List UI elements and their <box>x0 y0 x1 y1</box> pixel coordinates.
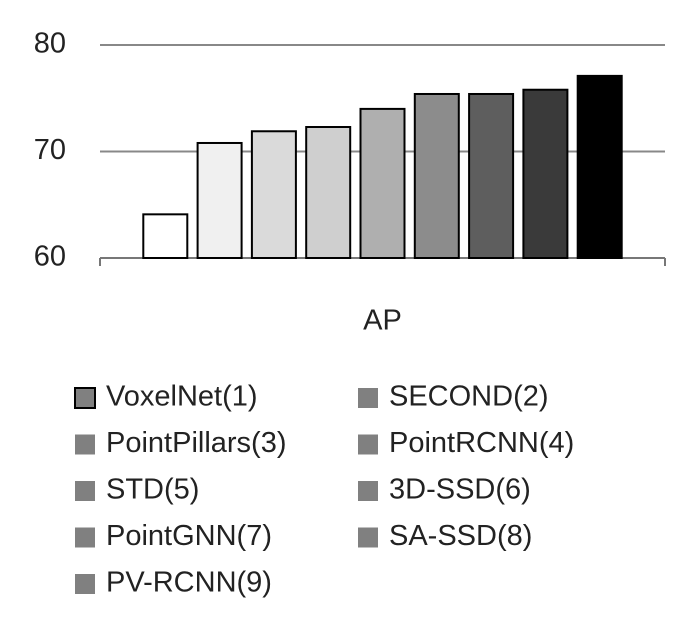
legend-swatch <box>75 527 95 548</box>
bar <box>576 74 623 260</box>
bar <box>250 130 297 259</box>
legend-label: SECOND(2) <box>389 381 549 413</box>
legend-label: PointGNN(7) <box>106 520 272 552</box>
legend-label: 3D-SSD(6) <box>389 474 531 506</box>
legend-swatch <box>75 481 95 501</box>
legend-swatch <box>75 434 95 455</box>
bar <box>305 126 352 259</box>
bar <box>142 213 189 260</box>
legend-swatch <box>358 527 378 548</box>
y-tick-label: 80 <box>34 28 66 60</box>
bar <box>468 92 515 259</box>
legend-label: PointRCNN(4) <box>389 427 574 459</box>
bar <box>196 141 243 259</box>
bar <box>359 107 406 260</box>
legend-label: STD(5) <box>106 474 199 506</box>
legend-swatch <box>358 388 378 408</box>
y-tick-label: 60 <box>34 241 66 273</box>
legend-label: VoxelNet(1) <box>106 381 258 413</box>
legend-label: SA-SSD(8) <box>389 520 532 552</box>
legend-label: PV-RCNN(9) <box>106 567 272 599</box>
x-tick-label: AP <box>363 305 402 337</box>
bar <box>522 88 569 260</box>
legend-swatch <box>74 387 96 409</box>
legend-swatch <box>358 434 378 455</box>
y-tick-label: 70 <box>34 134 66 166</box>
bar <box>413 92 460 259</box>
legend-swatch <box>75 574 95 594</box>
legend-swatch <box>358 481 378 501</box>
legend-label: PointPillars(3) <box>106 427 287 459</box>
